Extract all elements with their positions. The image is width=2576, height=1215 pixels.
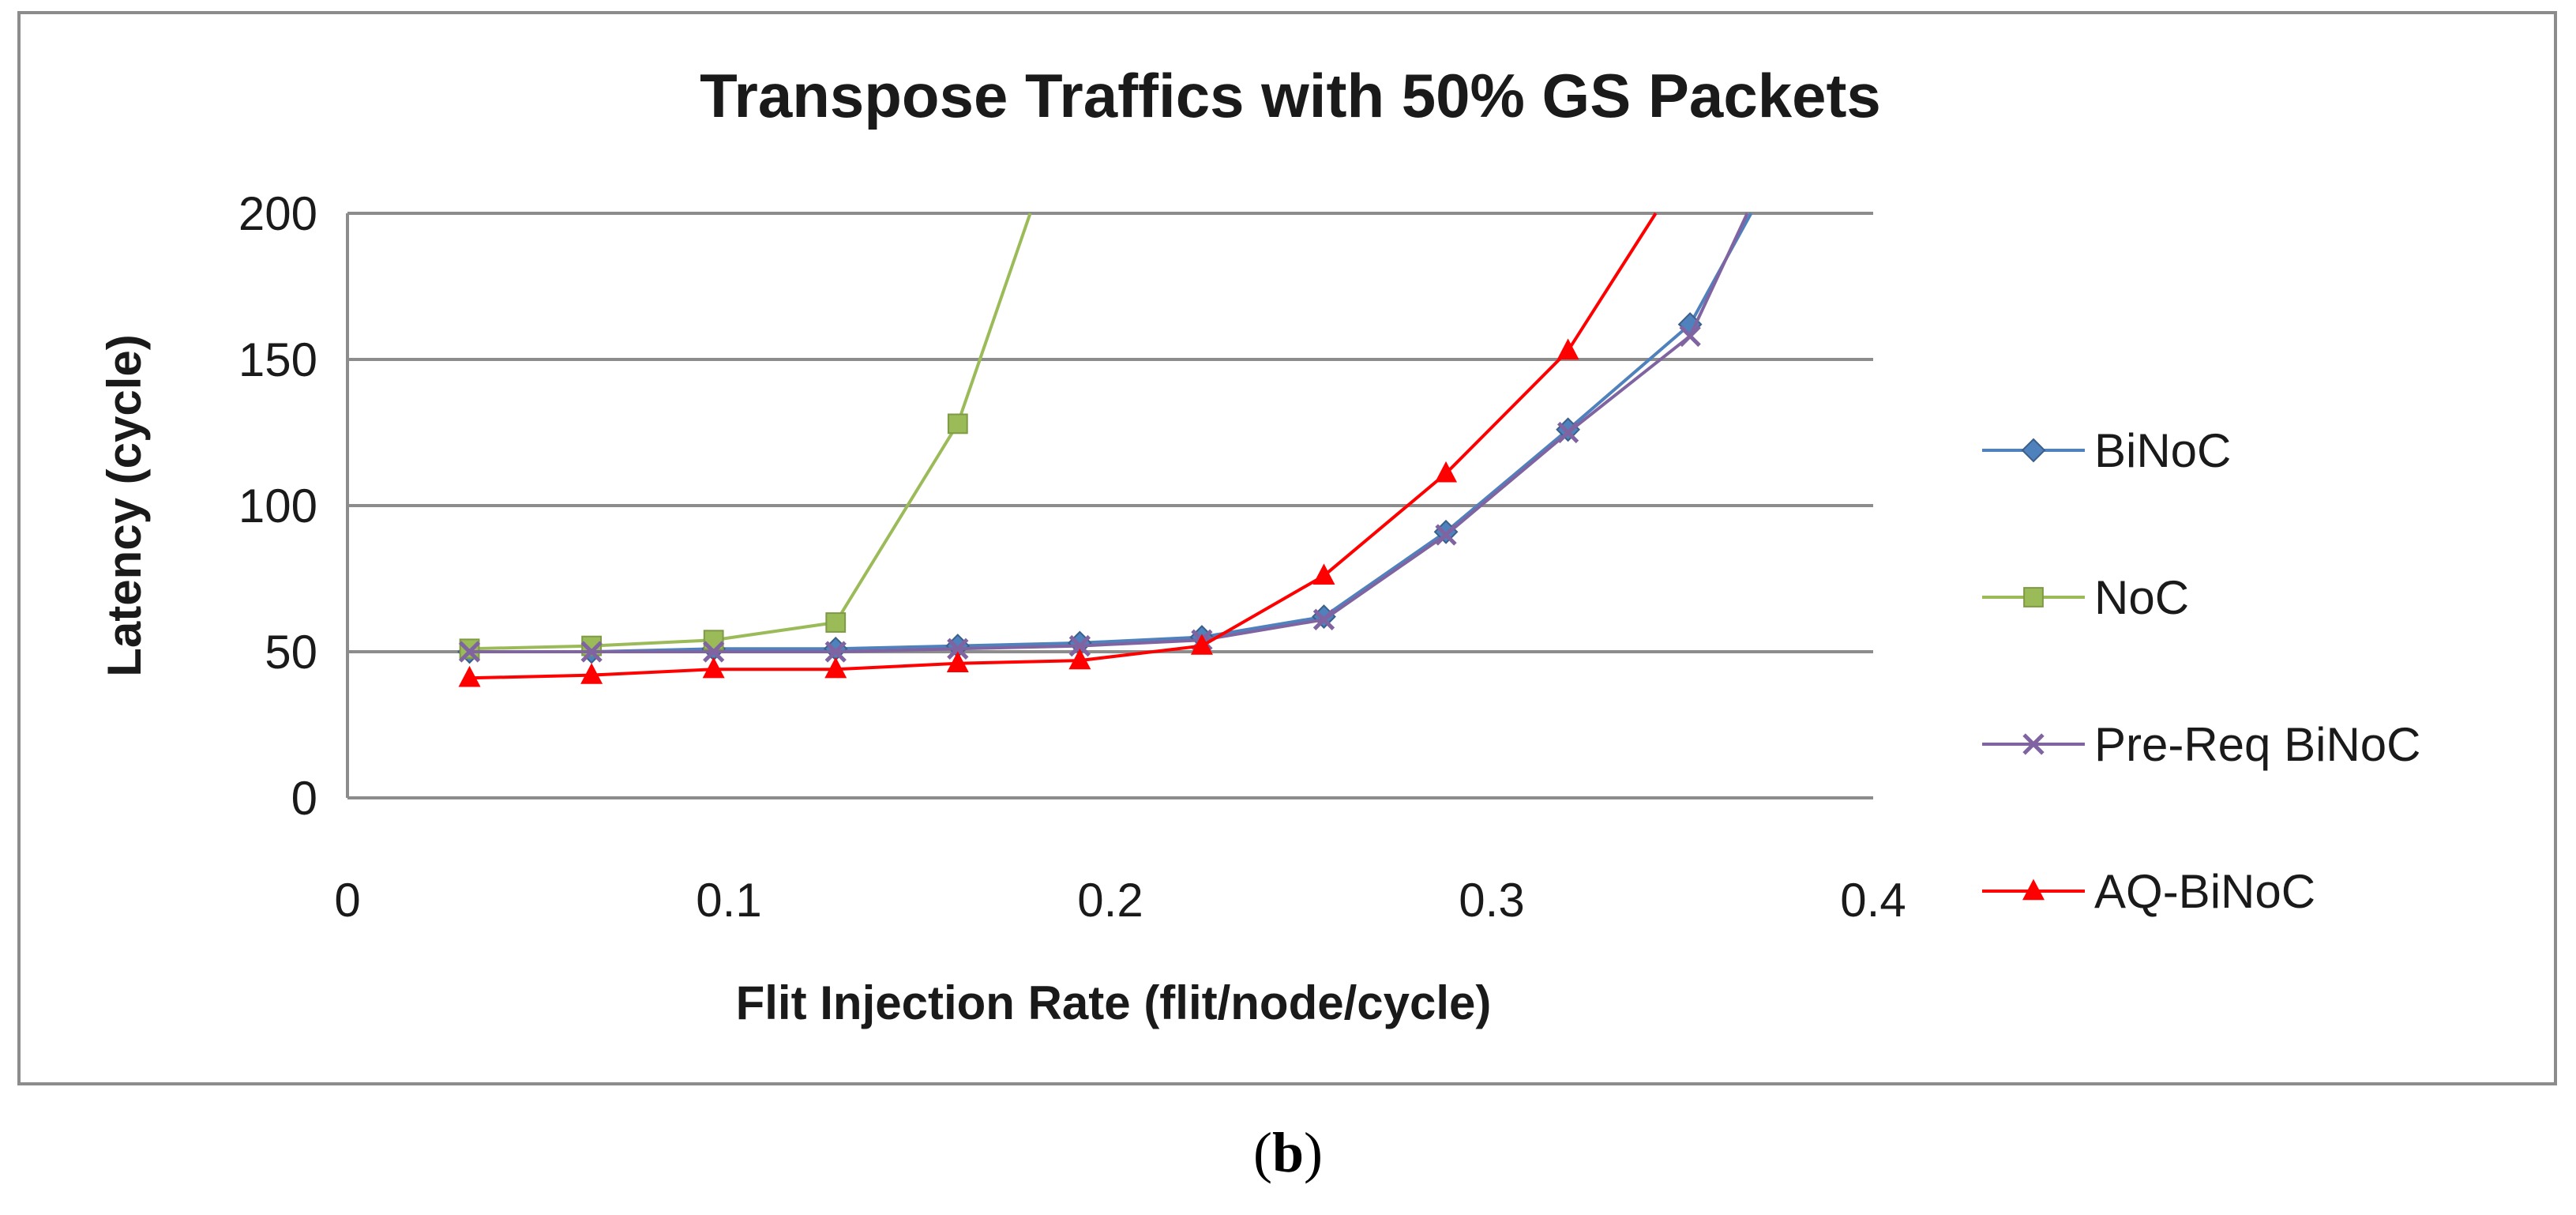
x-tick-label: 0.3 (1459, 874, 1524, 927)
x-tick-label: 0.4 (1840, 874, 1906, 927)
gridlines (347, 212, 1873, 799)
legend-marker (2021, 438, 2046, 463)
series-noc (459, 213, 1032, 660)
series-aq-binoc (458, 212, 1658, 687)
legend-item-noc: NoC (1982, 571, 2189, 624)
axes: 0 50 100 150 200 0 0.1 0.2 0.3 0.4 (238, 187, 1906, 927)
legend-label: AQ-BiNoC (2094, 865, 2315, 918)
legend-item-pre-req-binoc: Pre-Req BiNoC (1982, 718, 2420, 771)
data-point-aq-binoc (824, 656, 847, 679)
data-point-aq-binoc (946, 651, 969, 672)
legend-label: Pre-Req BiNoC (2094, 718, 2420, 771)
y-tick-label: 150 (238, 333, 317, 386)
data-point-pre-req-binoc (580, 641, 603, 663)
series-line-binoc (469, 213, 1753, 653)
y-tick-label: 100 (238, 480, 317, 532)
data-point-pre-req-binoc (1679, 325, 1701, 348)
legend: BiNoC NoC Pre-Req BiNoC AQ-BiNoC (1982, 424, 2420, 918)
data-point-pre-req-binoc (458, 641, 481, 663)
x-tick-label: 0 (334, 874, 360, 927)
data-point-pre-req-binoc (1556, 421, 1579, 444)
data-point-noc (825, 612, 847, 633)
data-point-aq-binoc (702, 656, 725, 679)
data-point-pre-req-binoc (947, 638, 969, 660)
legend-marker (2023, 587, 2044, 608)
caption-open-paren: ( (1252, 1121, 1272, 1184)
data-point-aq-binoc (1556, 338, 1579, 360)
data-point-noc (459, 638, 480, 660)
legend-marker (2022, 733, 2045, 755)
data-point-aq-binoc (580, 663, 603, 684)
data-point-aq-binoc (1312, 563, 1335, 585)
data-point-aq-binoc (458, 665, 481, 687)
series-group (457, 212, 1753, 687)
x-tick-label: 0.1 (696, 874, 761, 927)
chart-frame (17, 11, 2557, 1085)
subfigure-label: (b) (0, 1120, 2576, 1186)
caption-letter: b (1271, 1121, 1305, 1184)
y-tick-label: 200 (238, 187, 317, 240)
x-axis-title: Flit Injection Rate (flit/node/cycle) (736, 976, 1492, 1029)
series-line-noc (469, 213, 1032, 651)
legend-label: BiNoC (2094, 424, 2231, 477)
legend-item-aq-binoc: AQ-BiNoC (1982, 865, 2315, 918)
x-tick-label: 0.2 (1077, 874, 1143, 927)
data-point-pre-req-binoc (703, 641, 725, 663)
data-point-noc (947, 413, 968, 434)
y-tick-label: 0 (291, 772, 317, 825)
series-pre-req-binoc (458, 213, 1749, 663)
series-line-aq-binoc (469, 212, 1658, 680)
data-point-pre-req-binoc (1435, 524, 1457, 546)
chart-title: Transpose Traffics with 50% GS Packets (700, 61, 1881, 130)
y-tick-label: 50 (265, 626, 317, 679)
data-point-aq-binoc (1190, 634, 1213, 655)
caption-close-paren: ) (1304, 1121, 1323, 1184)
data-point-pre-req-binoc (1312, 608, 1335, 630)
data-point-binoc (1312, 604, 1336, 630)
data-point-pre-req-binoc (824, 641, 847, 663)
series-line-pre-req-binoc (469, 213, 1749, 653)
data-point-aq-binoc (1435, 461, 1458, 483)
data-point-pre-req-binoc (1068, 634, 1091, 657)
data-point-aq-binoc (1068, 648, 1091, 670)
legend-marker (2022, 878, 2045, 901)
series-binoc (457, 213, 1753, 664)
legend-item-binoc: BiNoC (1982, 424, 2231, 477)
data-point-binoc (823, 636, 848, 661)
line-chart: Transpose Traffics with 50% GS Packets 0… (98, 61, 2420, 1029)
y-axis-title: Latency (cycle) (98, 334, 151, 677)
legend-label: NoC (2094, 571, 2189, 624)
